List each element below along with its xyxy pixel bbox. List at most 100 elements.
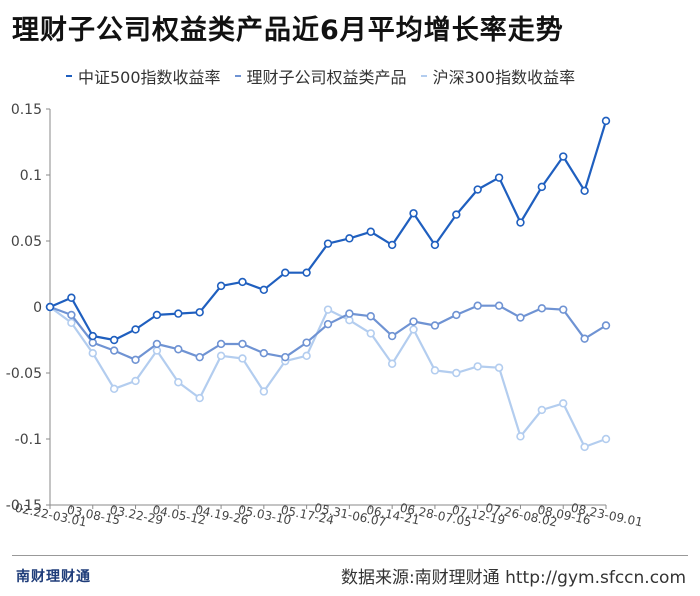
data-point-csi500: [238, 277, 247, 287]
data-point-csi500: [473, 185, 482, 194]
y-tick-label: -0.1: [15, 432, 42, 448]
data-point-csi300: [259, 387, 269, 396]
data-point-wealth-equity: [366, 312, 375, 321]
chart-title: 理财子公司权益类产品近6月平均增长率走势: [12, 15, 564, 46]
data-point-csi300: [494, 363, 504, 372]
data-point-csi500: [494, 173, 504, 182]
data-point-csi500: [302, 268, 311, 277]
data-point-csi500: [131, 325, 140, 334]
data-point-csi500: [67, 293, 76, 302]
data-point-csi300: [601, 434, 611, 444]
data-point-csi500: [259, 285, 269, 295]
data-point-csi300: [537, 405, 547, 415]
data-point-wealth-equity: [174, 345, 183, 354]
data-point-wealth-equity: [259, 349, 269, 358]
brand-logo: 南财理财通: [16, 569, 91, 585]
data-point-csi300: [409, 325, 418, 334]
data-point-csi300: [88, 349, 97, 358]
legend-label-csi500: 中证500指数收益率: [78, 68, 221, 87]
legend-swatch-csi500: [66, 75, 72, 77]
data-point-csi300: [559, 399, 568, 408]
data-point-csi300: [323, 305, 333, 314]
y-tick-label: 0.05: [11, 234, 42, 250]
legend-swatch-csi300: [420, 75, 427, 77]
data-point-csi300: [238, 354, 247, 363]
data-point-wealth-equity: [152, 339, 162, 349]
data-point-wealth-equity: [281, 352, 290, 362]
data-point-csi500: [174, 309, 183, 318]
data-point-csi500: [516, 218, 525, 227]
data-point-csi300: [345, 316, 354, 325]
data-point-wealth-equity: [580, 334, 589, 343]
data-point-wealth-equity: [387, 331, 397, 341]
data-point-wealth-equity: [323, 319, 333, 329]
data-point-csi300: [109, 384, 119, 394]
data-point-csi300: [216, 351, 226, 361]
data-point-csi300: [452, 368, 461, 378]
data-point-csi500: [387, 240, 397, 250]
data-point-csi500: [580, 186, 589, 196]
data-point-csi500: [409, 209, 418, 218]
data-point-csi300: [152, 346, 162, 355]
data-point-csi500: [323, 239, 333, 248]
data-point-wealth-equity: [494, 301, 504, 310]
legend-swatch-wealth-equity: [234, 75, 241, 77]
data-point-csi300: [580, 442, 589, 452]
y-tick-label: -0.05: [6, 366, 42, 382]
legend-item-csi300[interactable]: 沪深300指数收益率: [420, 64, 576, 88]
data-point-wealth-equity: [131, 355, 140, 364]
data-point-wealth-equity: [409, 317, 418, 326]
footer-divider: [12, 555, 688, 556]
data-point-csi500: [537, 182, 547, 192]
line-chart: 0.150.10.050-0.05-0.1-0.1502.22-03.0103.…: [6, 102, 644, 530]
data-point-wealth-equity: [473, 301, 482, 310]
data-point-csi300: [366, 329, 375, 338]
data-point-wealth-equity: [216, 339, 226, 349]
data-point-csi500: [430, 240, 440, 250]
chart-legend: 中证500指数收益率 理财子公司权益类产品 沪深300指数收益率: [66, 64, 575, 88]
data-point-csi500: [559, 152, 568, 161]
data-point-csi500: [45, 302, 55, 312]
data-point-csi300: [387, 359, 397, 368]
y-tick-label: 0: [33, 300, 42, 316]
data-point-csi500: [601, 116, 611, 126]
data-point-wealth-equity: [345, 309, 354, 318]
data-point-wealth-equity: [195, 352, 204, 362]
data-source: 数据来源:南财理财通 http://gym.sfccn.com: [340, 568, 686, 588]
data-point-wealth-equity: [537, 304, 547, 313]
legend-item-csi500[interactable]: 中证500指数收益率: [66, 64, 221, 88]
data-point-csi300: [67, 318, 76, 328]
data-point-wealth-equity: [238, 339, 247, 349]
data-point-csi300: [174, 378, 183, 387]
y-tick-label: 0.1: [20, 168, 42, 184]
data-point-wealth-equity: [452, 310, 461, 320]
data-point-wealth-equity: [430, 321, 440, 330]
data-point-wealth-equity: [67, 310, 76, 320]
data-point-wealth-equity: [109, 346, 119, 355]
y-tick-label: 0.15: [11, 102, 42, 118]
data-point-csi500: [195, 308, 204, 317]
data-point-csi500: [88, 331, 97, 341]
data-point-csi300: [302, 351, 311, 361]
data-point-csi300: [195, 393, 204, 403]
data-point-csi500: [152, 310, 162, 320]
data-point-wealth-equity: [302, 338, 311, 347]
data-point-csi500: [216, 281, 226, 291]
legend-label-csi300: 沪深300指数收益率: [432, 68, 576, 87]
data-point-csi500: [109, 335, 119, 345]
legend-label-wealth-equity: 理财子公司权益类产品: [246, 68, 407, 87]
data-point-csi500: [366, 227, 375, 236]
data-point-csi500: [281, 268, 290, 277]
data-point-csi500: [452, 210, 461, 219]
data-point-wealth-equity: [559, 305, 568, 314]
data-point-csi300: [473, 362, 482, 371]
data-point-csi300: [430, 366, 440, 375]
data-point-csi300: [131, 376, 140, 386]
legend-item-wealth-equity[interactable]: 理财子公司权益类产品: [234, 64, 407, 88]
data-point-wealth-equity: [516, 313, 525, 322]
data-point-wealth-equity: [88, 338, 97, 347]
y-tick-label: -0.15: [6, 498, 42, 514]
data-point-csi500: [345, 234, 354, 243]
data-point-csi300: [516, 432, 525, 441]
data-point-wealth-equity: [601, 321, 611, 330]
